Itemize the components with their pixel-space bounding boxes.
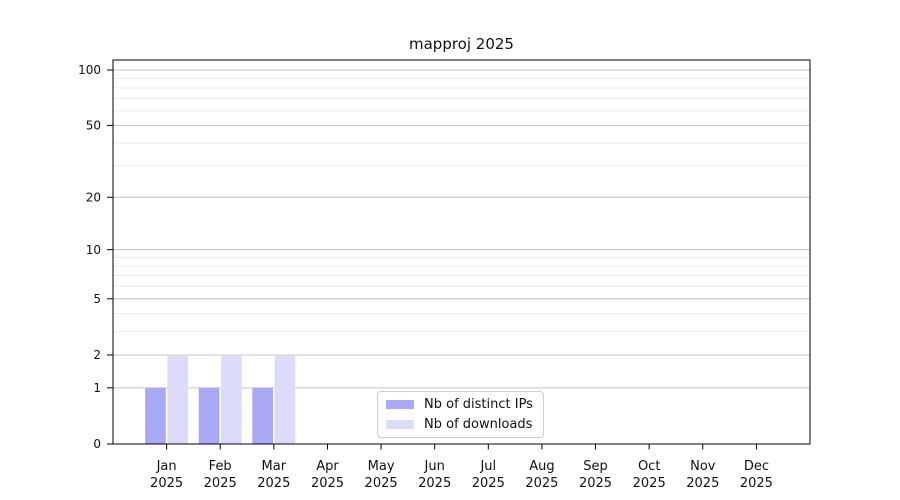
bar-downloads-feb xyxy=(221,355,242,444)
x-tick-label-year: 2025 xyxy=(633,476,666,491)
x-tick-label-year: 2025 xyxy=(472,476,505,491)
x-tick-label-year: 2025 xyxy=(740,476,773,491)
y-tick-label: 100 xyxy=(78,63,101,77)
y-tick-label: 2 xyxy=(93,348,101,362)
minor-gridlines xyxy=(113,77,810,333)
legend-swatch-distinct-ips xyxy=(386,400,414,410)
x-tick-label-month: Jun xyxy=(424,459,445,474)
x-tick-label-year: 2025 xyxy=(365,476,398,491)
x-tick-label-month: Feb xyxy=(209,459,232,474)
chart-title: mapproj 2025 xyxy=(409,35,514,53)
bar-downloads-jan xyxy=(167,355,189,444)
legend-swatch-downloads xyxy=(386,419,414,429)
chart-legend: Nb of distinct IPs Nb of downloads xyxy=(377,391,544,438)
y-tick-label: 10 xyxy=(86,243,101,257)
x-tick-label-year: 2025 xyxy=(204,476,237,491)
x-tick-label-month: Mar xyxy=(262,459,287,474)
x-tick-label-month: Jan xyxy=(156,459,177,474)
legend-item-distinct-ips: Nb of distinct IPs xyxy=(386,398,543,411)
bar-ips-mar xyxy=(252,387,273,444)
x-tick-label-month: Nov xyxy=(690,459,716,474)
x-tick-label-year: 2025 xyxy=(418,476,451,491)
y-tick-label: 5 xyxy=(93,292,101,306)
legend-label-downloads: Nb of downloads xyxy=(424,416,533,432)
x-tick-label-month: Sep xyxy=(583,459,608,474)
x-tick-label-month: Jul xyxy=(479,459,496,474)
y-tick-label: 1 xyxy=(93,381,101,395)
y-tick-label: 20 xyxy=(86,191,101,205)
legend-label-distinct-ips: Nb of distinct IPs xyxy=(424,397,533,413)
legend-item-downloads: Nb of downloads xyxy=(386,418,543,431)
x-tick-label-year: 2025 xyxy=(150,476,183,491)
x-tick-label-year: 2025 xyxy=(579,476,612,491)
x-tick-label-month: Dec xyxy=(744,459,769,474)
x-tick-label-year: 2025 xyxy=(686,476,719,491)
bar-downloads-mar xyxy=(274,355,296,444)
x-tick-label-year: 2025 xyxy=(311,476,344,491)
x-tick-label-year: 2025 xyxy=(525,476,558,491)
y-axis: 0 1 2 5 10 20 50 100 xyxy=(78,63,113,451)
x-tick-label-month: Aug xyxy=(529,459,554,474)
bar-ips-jan xyxy=(145,387,166,444)
major-gridlines xyxy=(113,69,810,389)
x-tick-label-month: May xyxy=(368,459,395,474)
y-tick-label: 50 xyxy=(86,119,101,133)
x-tick-label-month: Oct xyxy=(638,459,660,474)
x-axis: Jan 2025 Feb 2025 Mar 2025 Apr 2025 May 2025 Jun 20… xyxy=(150,444,773,491)
bar-ips-feb xyxy=(198,387,220,444)
bars xyxy=(145,355,296,444)
y-tick-label: 0 xyxy=(93,437,101,451)
x-tick-label-month: Apr xyxy=(316,459,339,474)
x-tick-label-year: 2025 xyxy=(257,476,290,491)
plot-frame xyxy=(112,59,811,445)
